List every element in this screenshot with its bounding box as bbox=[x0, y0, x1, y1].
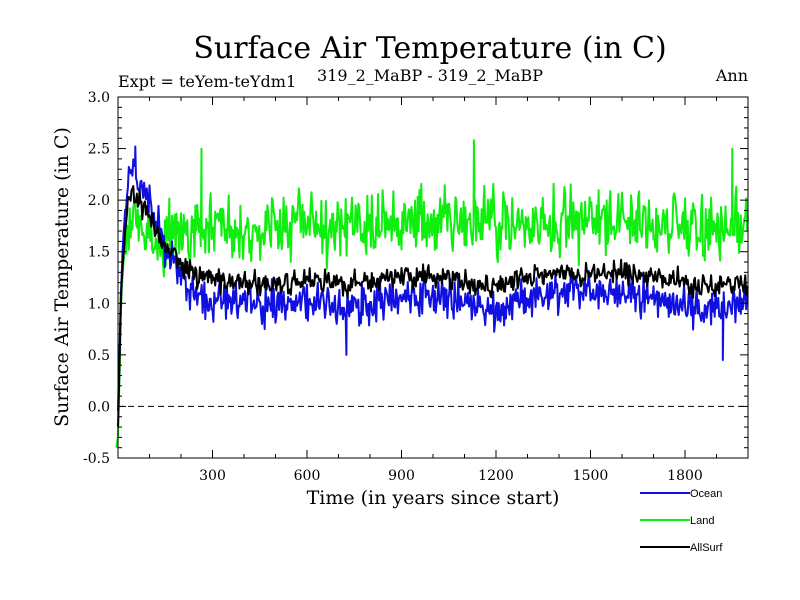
x-tick-label: 300 bbox=[199, 468, 226, 484]
y-tick-label: 0.5 bbox=[88, 348, 110, 364]
chart-title: Surface Air Temperature (in C) bbox=[193, 31, 666, 66]
x-tick-label: 1200 bbox=[478, 468, 514, 484]
y-tick-label: 3.0 bbox=[88, 90, 110, 106]
y-tick-label: 1.0 bbox=[88, 296, 110, 312]
experiment-label: Expt = teYem-teYdm1 bbox=[118, 72, 296, 91]
x-tick-label: 1800 bbox=[667, 468, 703, 484]
series-line-allsurf bbox=[117, 185, 749, 427]
legend-label-land: Land bbox=[690, 515, 714, 527]
legend-label-allsurf: AllSurf bbox=[690, 542, 723, 554]
x-tick-label: 1500 bbox=[573, 468, 609, 484]
y-tick-label: -0.5 bbox=[83, 451, 110, 467]
x-tick-label: 900 bbox=[388, 468, 415, 484]
y-tick-label: 2.5 bbox=[88, 142, 110, 158]
x-axis-label: Time (in years since start) bbox=[307, 487, 560, 509]
legend-label-ocean: Ocean bbox=[690, 488, 722, 500]
x-tick-label: 600 bbox=[294, 468, 321, 484]
series-line-land bbox=[115, 139, 749, 448]
legend: Ocean Land AllSurf bbox=[640, 488, 723, 554]
plot-area: 300 600 900 1200 1500 1800 -0.5 0.0 0.5 1.0 1.5 2.0… bbox=[83, 90, 749, 484]
comparison-label: 319_2_MaBP - 319_2_MaBP bbox=[317, 66, 543, 85]
y-axis-label: Surface Air Temperature (in C) bbox=[51, 127, 73, 427]
y-tick-label: 2.0 bbox=[88, 193, 110, 209]
season-label: Ann bbox=[715, 66, 748, 85]
y-tick-label: 0.0 bbox=[88, 399, 110, 415]
y-tick-label: 1.5 bbox=[88, 245, 110, 261]
